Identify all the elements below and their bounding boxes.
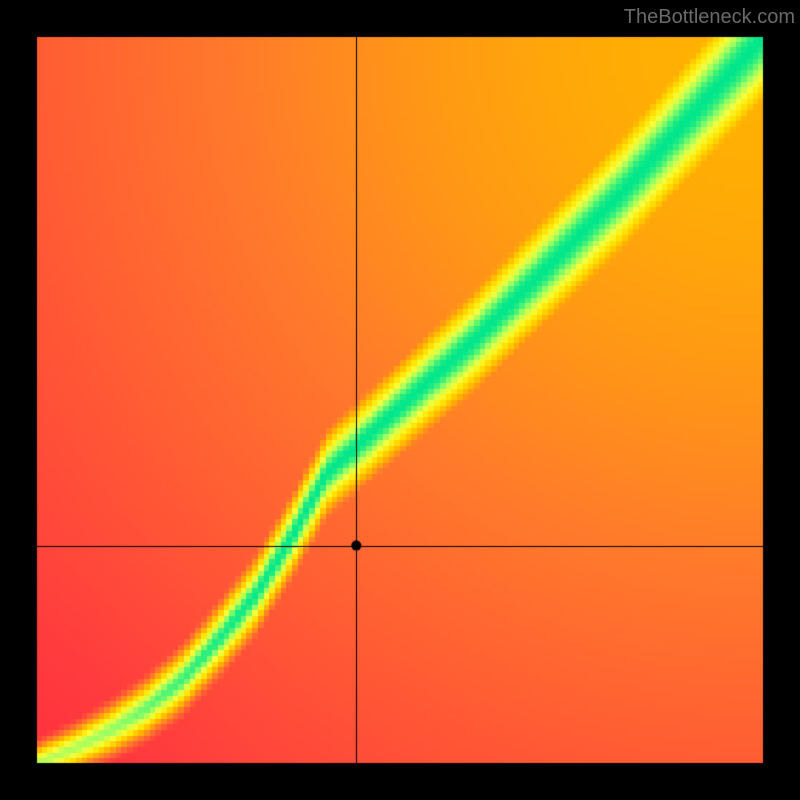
heatmap-canvas [0,0,800,800]
watermark-text: TheBottleneck.com [624,6,795,29]
bottleneck-heatmap: TheBottleneck.com [0,0,800,800]
